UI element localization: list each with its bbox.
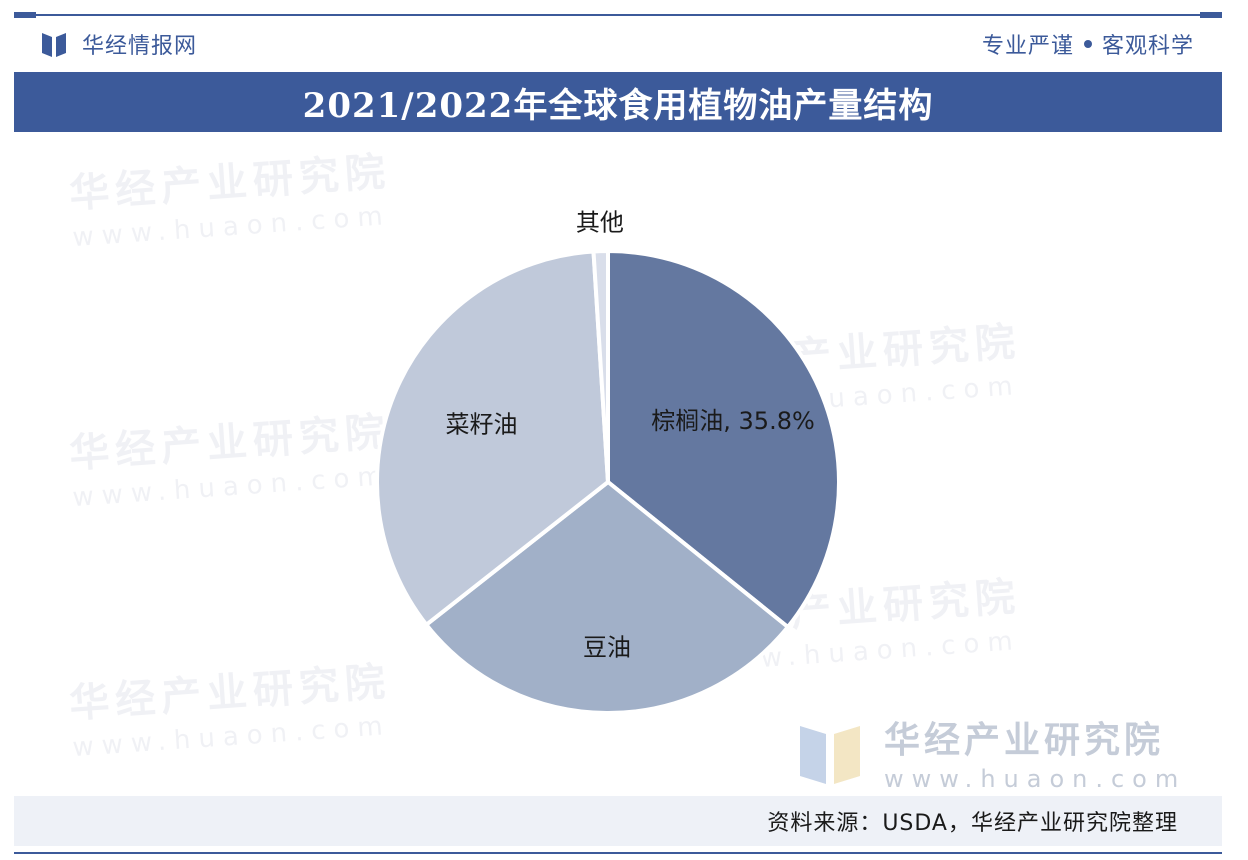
pie-slice-3 xyxy=(591,248,610,483)
title-bar: 2021/2022年全球食用植物油产量结构 xyxy=(14,72,1222,132)
top-rule xyxy=(14,12,1222,18)
bottom-rule xyxy=(14,852,1222,854)
source-text: 资料来源：USDA，华经产业研究院整理 xyxy=(767,811,1178,836)
pie-slice-1 xyxy=(423,479,791,715)
watermark-logo-text: 华经产业研究院 www.huaon.com xyxy=(884,711,1186,793)
slogan-right: 客观科学 xyxy=(1101,34,1194,59)
pie-label-1: 豆油 xyxy=(583,633,631,661)
slogan: 专业严谨 客观科学 xyxy=(982,26,1194,62)
pie-slice-0 xyxy=(606,248,841,630)
slogan-dot-icon xyxy=(1083,40,1092,48)
brand-header: 华经情报网 xyxy=(42,26,197,62)
pie-label-0: 棕榈油, 35.8% xyxy=(651,407,815,435)
watermark-logo: 华经产业研究院 www.huaon.com xyxy=(800,711,1200,793)
source-bar: 资料来源：USDA，华经产业研究院整理 xyxy=(14,796,1222,846)
chart-title: 2021/2022年全球食用植物油产量结构 xyxy=(302,85,934,126)
watermark-logo-icon xyxy=(800,726,860,784)
watermark-logo-name: 华经产业研究院 xyxy=(884,720,1165,761)
pie-slice-2 xyxy=(375,249,611,628)
slogan-left: 专业严谨 xyxy=(981,34,1074,59)
pie-label-2: 菜籽油 xyxy=(446,410,518,438)
pie-label-3: 其他 xyxy=(576,208,624,236)
brand-name: 华经情报网 xyxy=(82,34,198,59)
brand-logo-icon xyxy=(42,33,66,57)
watermark-logo-url: www.huaon.com xyxy=(884,765,1187,793)
